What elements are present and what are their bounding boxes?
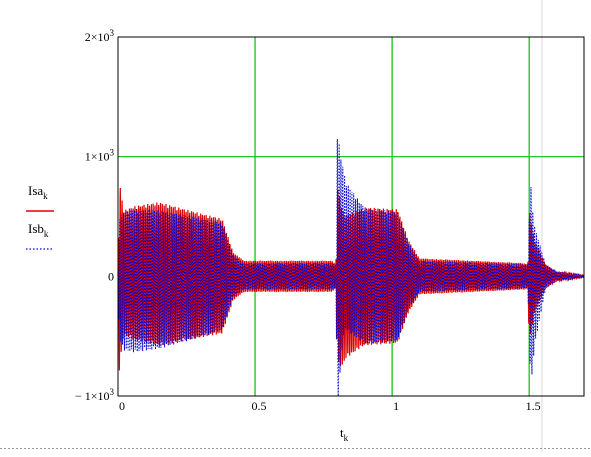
y-axis-ticks: 2×103 1×103 0 − 1×103 xyxy=(75,28,115,403)
series-lines xyxy=(117,138,585,397)
x-axis-label-main: t xyxy=(340,425,344,440)
x-tick-label-0: 0 xyxy=(119,399,125,413)
x-tick-label-3: 1.5 xyxy=(526,399,541,413)
legend-label-isb: Isbk xyxy=(28,221,49,239)
y-tick-label-1: 1×103 xyxy=(85,148,115,164)
x-tick-label-2: 1 xyxy=(393,399,399,413)
x-tick-label-1: 0.5 xyxy=(252,399,267,413)
x-axis-ticks: 0 0.5 1 1.5 xyxy=(119,399,541,413)
x-axis-label: tk xyxy=(340,425,349,443)
legend: Isak Isbk xyxy=(26,183,54,250)
y-tick-label-0: 2×103 xyxy=(85,28,115,44)
x-axis-label-sub: k xyxy=(344,433,349,443)
y-tick-label-3: − 1×103 xyxy=(75,387,115,403)
y-tick-label-2: 0 xyxy=(108,269,114,283)
legend-label-isa: Isak xyxy=(28,183,48,201)
plot-frame xyxy=(117,36,585,397)
series-line-isb xyxy=(117,138,585,397)
